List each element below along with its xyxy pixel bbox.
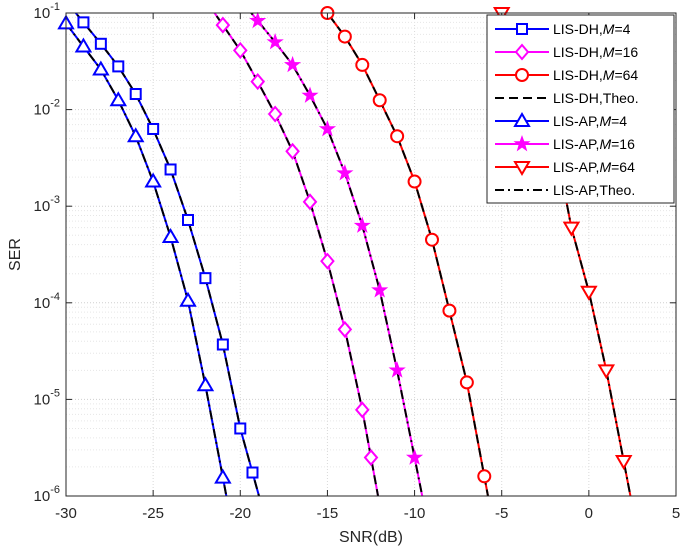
diamond-marker (267, 105, 283, 123)
triangle-up-marker (161, 228, 180, 243)
diamond-marker (320, 252, 335, 270)
triangle-down-marker (562, 221, 581, 237)
diamond-marker (285, 142, 300, 160)
square-marker (246, 466, 259, 479)
square-marker (94, 37, 107, 50)
circle-marker (407, 174, 422, 189)
legend: LIS-DH,M=4 LIS-DH,M=16 LIS-DH,M=64 LIS-DH,T… (486, 14, 675, 204)
triangle-up-marker (144, 172, 162, 188)
star-marker (388, 361, 406, 378)
square-marker (234, 422, 247, 435)
star-marker (405, 448, 424, 465)
y-tick-label: 10-3 (34, 194, 60, 215)
y-tick-label: 10-1 (34, 1, 60, 22)
triangle-up-marker (109, 91, 128, 107)
legend-label: LIS-AP,M=64 (553, 159, 635, 175)
x-tick-label: -25 (142, 505, 164, 522)
star-marker (318, 119, 337, 137)
axis-ticks: -30 -25 -20 -15 -10 -5 0 5 10-6 10-5 10-4 10-3 10-2 1… (34, 1, 681, 522)
square-marker (216, 338, 229, 351)
diamond-marker (514, 43, 530, 61)
star-marker (513, 134, 531, 152)
square-marker (199, 272, 212, 285)
star-marker (266, 33, 284, 50)
square-marker (516, 23, 528, 35)
star-marker (336, 164, 354, 181)
diamond-marker (302, 193, 318, 211)
circle-marker (515, 68, 529, 82)
legend-label: LIS-DH,Theo. (553, 90, 639, 106)
circle-marker (390, 129, 405, 144)
triangle-up-marker (74, 37, 93, 53)
grid-lines (66, 13, 676, 496)
diamond-marker (250, 73, 266, 91)
legend-label: LIS-DH,M=16 (553, 44, 638, 60)
circle-marker (442, 303, 457, 318)
triangle-down-marker (597, 364, 616, 380)
star-marker (353, 216, 371, 233)
legend-label: LIS-AP,M=16 (553, 136, 635, 152)
diamond-marker (363, 449, 379, 467)
legend-label: LIS-DH,M=64 (553, 67, 638, 83)
triangle-down-marker (513, 161, 531, 176)
y-tick-label: 10-4 (34, 291, 60, 312)
y-tick-label: 10-5 (34, 387, 60, 408)
circle-marker (425, 232, 439, 247)
triangle-up-marker (92, 60, 110, 76)
diamond-marker (232, 41, 248, 59)
x-axis-label: SNR(dB) (339, 529, 403, 546)
x-tick-label: 0 (585, 505, 593, 522)
triangle-down-marker (580, 285, 598, 301)
diamond-marker (215, 16, 231, 34)
theory-line-lis-ap-theo (250, 13, 424, 496)
square-marker (147, 122, 160, 135)
data-markers (57, 6, 633, 484)
star-marker (301, 86, 319, 103)
legend-label: LIS-DH,M=4 (553, 21, 631, 37)
x-tick-label: -10 (404, 505, 426, 522)
diamond-marker (354, 401, 370, 419)
x-tick-label: -30 (55, 505, 77, 522)
y-axis-label: SER (7, 238, 24, 271)
circle-marker (337, 29, 352, 44)
circle-marker (459, 375, 474, 390)
y-tick-label: 10-2 (34, 98, 60, 119)
star-marker (371, 281, 389, 298)
square-marker (164, 163, 177, 176)
plot-frame (65, 12, 677, 497)
star-marker (249, 11, 267, 29)
triangle-up-marker (126, 127, 145, 143)
square-marker (182, 213, 194, 226)
triangle-up-marker (214, 468, 232, 484)
x-tick-label: 5 (672, 505, 680, 522)
x-tick-label: -20 (229, 505, 251, 522)
star-marker (283, 55, 302, 73)
square-marker (77, 16, 90, 29)
x-tick-label: -15 (317, 505, 339, 522)
circle-marker (355, 57, 370, 72)
legend-label: LIS-AP,M=4 (553, 113, 627, 129)
circle-marker (372, 93, 387, 108)
circle-marker (477, 469, 492, 484)
legend-box (486, 14, 675, 204)
triangle-down-marker (614, 455, 633, 471)
legend-label: LIS-AP,Theo. (553, 182, 635, 198)
square-marker (129, 88, 142, 101)
y-tick-label: 10-6 (34, 484, 60, 505)
square-marker (112, 60, 125, 73)
triangle-up-marker (513, 112, 531, 127)
triangle-up-marker (196, 376, 215, 392)
x-tick-label: -5 (495, 505, 508, 522)
diamond-marker (337, 320, 353, 338)
triangle-up-marker (179, 291, 197, 307)
